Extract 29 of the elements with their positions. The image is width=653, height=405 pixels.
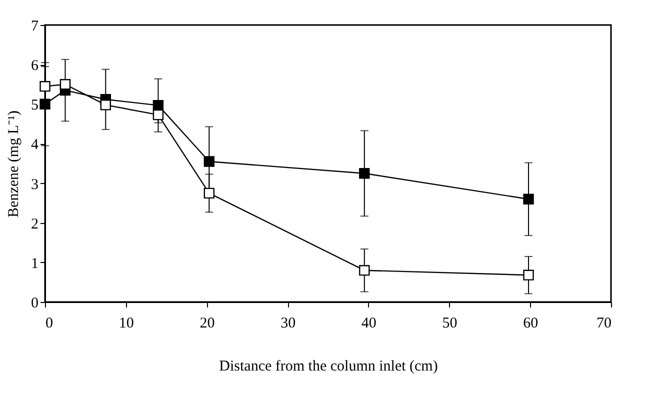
y-tick-label: 0	[31, 296, 38, 312]
point	[204, 156, 214, 167]
x-tick-label: 0	[46, 316, 53, 332]
y-tick-label: 6	[31, 58, 39, 74]
point	[523, 270, 534, 280]
point	[40, 98, 50, 110]
x-tick-label: 10	[118, 316, 134, 332]
point	[60, 79, 71, 90]
y-tick-label: 5	[31, 98, 38, 114]
y-tick-label: 7	[31, 18, 39, 34]
y-tick-label: 4	[31, 137, 39, 154]
x-tick-label: 20	[200, 316, 215, 332]
x-axis-title: Distance from the column inlet (cm)	[219, 358, 438, 374]
point	[100, 100, 111, 110]
point	[523, 194, 534, 204]
point	[152, 109, 164, 120]
x-tick-label: 50	[442, 316, 458, 332]
point	[359, 168, 370, 179]
x-tick-label: 60	[523, 316, 538, 332]
y-tick-label: 2	[31, 216, 38, 232]
x-tick-label: 40	[361, 316, 376, 332]
y-tick-label: 1	[31, 256, 38, 272]
y-axis-title: Benzene (mg L⁻¹)	[6, 110, 22, 218]
point	[204, 188, 214, 199]
y-tick-label: 3	[31, 176, 38, 193]
x-tick-label: 70	[596, 316, 612, 332]
x-tick-label: 30	[280, 316, 296, 332]
point	[40, 80, 50, 92]
point	[359, 265, 370, 276]
